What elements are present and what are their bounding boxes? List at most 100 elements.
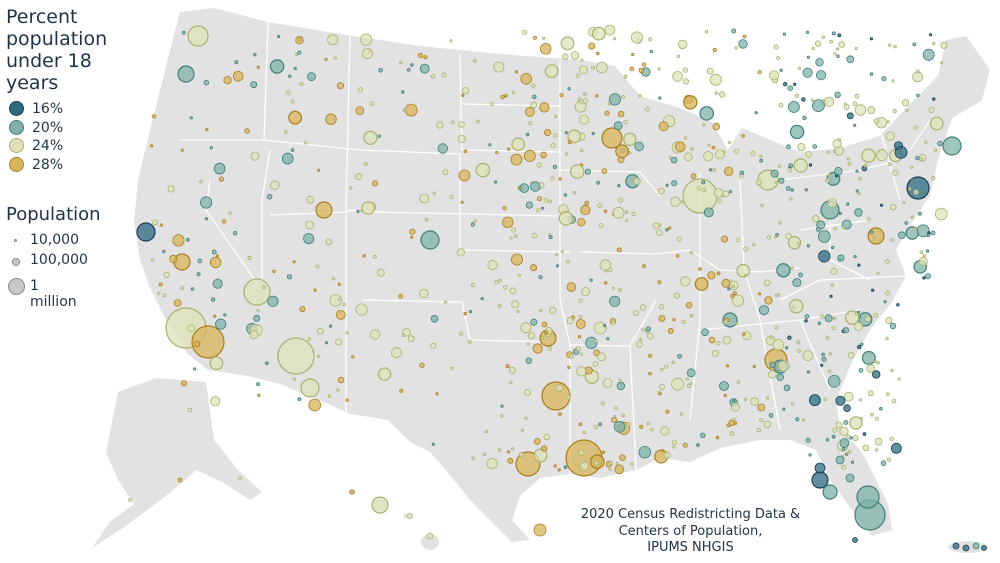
county-bubble	[638, 94, 642, 98]
county-bubble	[426, 532, 434, 540]
county-bubble	[209, 256, 222, 269]
county-bubble	[788, 163, 794, 169]
county-bubble	[293, 67, 297, 71]
county-bubble	[555, 264, 560, 268]
county-bubble	[328, 324, 333, 328]
county-bubble	[892, 109, 897, 114]
county-bubble	[520, 322, 532, 334]
county-bubble	[536, 162, 542, 168]
county-bubble	[786, 144, 791, 150]
county-bubble	[641, 327, 645, 332]
county-bubble	[763, 279, 771, 287]
county-bubble	[541, 321, 548, 328]
county-bubble	[569, 164, 585, 179]
county-bubble	[802, 350, 814, 362]
metro-bubble	[942, 136, 962, 156]
county-bubble	[742, 34, 747, 39]
county-bubble	[869, 230, 874, 235]
county-bubble	[544, 128, 552, 136]
county-bubble	[629, 66, 634, 72]
county-bubble	[523, 149, 536, 162]
county-bubble	[876, 361, 880, 365]
county-bubble	[885, 290, 891, 296]
county-bubble	[267, 295, 279, 307]
county-bubble	[760, 203, 764, 207]
county-bubble	[646, 421, 651, 426]
county-bubble	[686, 383, 691, 388]
county-bubble	[774, 181, 779, 185]
county-bubble	[553, 464, 557, 468]
county-bubble	[830, 267, 838, 275]
county-bubble	[539, 308, 543, 313]
county-bubble	[671, 360, 675, 365]
county-bubble	[295, 52, 299, 57]
county-bubble	[363, 161, 368, 166]
county-bubble	[756, 427, 762, 433]
county-bubble	[806, 370, 811, 374]
county-bubble	[304, 141, 308, 145]
county-bubble	[876, 271, 880, 275]
county-bubble	[683, 152, 693, 162]
county-bubble	[199, 179, 203, 184]
county-bubble	[905, 108, 909, 113]
county-bubble	[773, 235, 778, 239]
county-bubble	[493, 61, 505, 73]
county-bubble	[788, 101, 800, 113]
county-bubble	[648, 37, 653, 42]
county-bubble	[811, 46, 815, 51]
county-bubble	[480, 296, 484, 301]
county-bubble	[768, 369, 777, 379]
county-bubble	[679, 412, 683, 416]
county-bubble	[704, 30, 709, 34]
county-bubble	[210, 396, 221, 407]
metro-bubble	[315, 201, 333, 219]
county-bubble	[652, 222, 660, 230]
county-bubble	[735, 237, 740, 243]
county-bubble	[888, 43, 892, 47]
legend-population-title: Population	[6, 204, 101, 225]
county-bubble	[589, 278, 593, 282]
county-bubble	[711, 145, 716, 150]
county-bubble	[288, 110, 303, 125]
county-bubble	[804, 314, 810, 320]
county-bubble	[517, 273, 522, 277]
legend-pop-dot-1m	[8, 278, 25, 295]
metro-bubble	[177, 65, 195, 83]
county-bubble	[787, 335, 792, 340]
county-bubble	[790, 401, 795, 406]
county-bubble	[555, 253, 559, 257]
county-bubble	[509, 236, 513, 240]
county-bubble	[611, 286, 616, 290]
county-bubble	[665, 183, 669, 187]
county-bubble	[256, 308, 260, 312]
county-bubble	[663, 451, 671, 459]
county-bubble	[721, 235, 729, 243]
county-bubble	[843, 391, 854, 402]
county-bubble	[345, 331, 349, 335]
county-bubble	[821, 352, 825, 357]
county-bubble	[930, 230, 936, 236]
county-bubble	[671, 439, 678, 445]
county-bubble	[578, 298, 583, 303]
county-bubble	[830, 283, 835, 287]
county-bubble	[563, 193, 568, 197]
county-bubble	[597, 352, 606, 362]
county-bubble	[937, 140, 943, 147]
county-bubble	[391, 347, 402, 359]
county-bubble	[292, 260, 296, 264]
county-bubble	[902, 201, 906, 205]
county-bubble	[398, 293, 403, 299]
county-bubble	[806, 55, 811, 59]
county-bubble	[544, 64, 559, 78]
county-bubble	[458, 169, 471, 182]
county-bubble	[450, 366, 454, 371]
county-bubble	[602, 378, 613, 389]
county-bubble	[672, 318, 676, 322]
county-bubble	[234, 60, 239, 65]
county-bubble	[802, 115, 807, 121]
county-bubble	[837, 254, 845, 262]
county-bubble	[617, 184, 621, 188]
county-bubble	[596, 51, 600, 56]
county-bubble	[716, 271, 721, 276]
county-bubble	[295, 36, 304, 45]
